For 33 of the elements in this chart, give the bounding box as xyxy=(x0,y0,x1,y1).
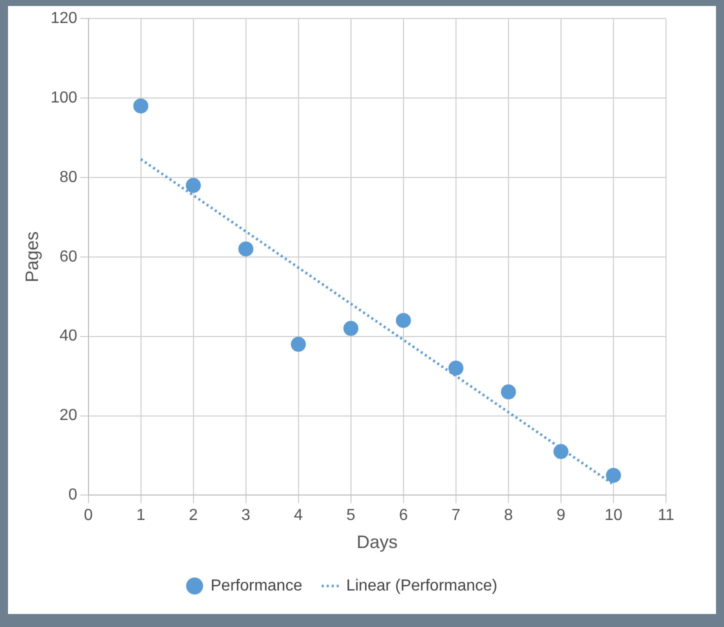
y-tick-label: 60 xyxy=(60,248,78,266)
y-tick-label: 40 xyxy=(60,328,78,345)
y-axis-title: Pages xyxy=(22,231,42,282)
x-tick-label: 8 xyxy=(504,507,513,524)
point xyxy=(238,241,254,256)
point xyxy=(500,384,516,400)
y-tick-label: 100 xyxy=(50,89,78,106)
y-tick-label: 120 xyxy=(50,10,78,28)
point xyxy=(396,312,411,328)
x-tick-label: 9 xyxy=(556,507,566,524)
x-tick-label: 11 xyxy=(658,507,674,524)
x-tick-label: 3 xyxy=(241,507,250,524)
legend-label: Linear (Performance) xyxy=(346,577,498,594)
y-tick-label: 20 xyxy=(60,407,78,424)
point xyxy=(606,468,621,483)
point xyxy=(290,336,306,352)
x-tick-label: 4 xyxy=(294,507,303,524)
point xyxy=(448,360,464,376)
x-axis-title: Days xyxy=(356,532,398,552)
x-tick-label: 0 xyxy=(84,507,93,524)
y-tick-label: 80 xyxy=(60,168,78,186)
x-tick-label: 10 xyxy=(604,507,622,524)
x-tick-label: 7 xyxy=(451,507,460,524)
point xyxy=(553,444,568,460)
x-tick-label: 2 xyxy=(188,507,198,524)
legend-label: Performance xyxy=(210,577,302,594)
x-tick-label: 1 xyxy=(136,507,146,524)
x-tick-label: 5 xyxy=(346,507,356,524)
point xyxy=(186,178,201,193)
y-tick-label: 0 xyxy=(68,486,78,504)
x-tick-label: 6 xyxy=(398,507,408,524)
point xyxy=(343,320,358,336)
point xyxy=(133,98,148,114)
